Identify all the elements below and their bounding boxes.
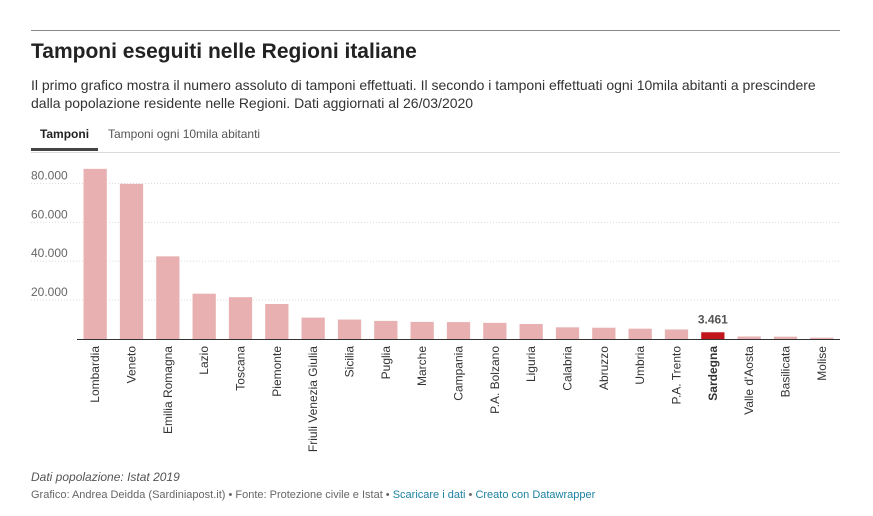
- bar-campania: [446, 322, 471, 339]
- y-tick-label: 40.000: [31, 246, 68, 260]
- x-tick-label: Campania: [452, 346, 466, 401]
- download-data-link[interactable]: Scaricare i dati: [392, 489, 466, 501]
- bar-emilia-romagna: [156, 256, 180, 339]
- highlight-value-label: 3.461: [698, 312, 728, 326]
- bar-calabria: [555, 327, 580, 339]
- x-tick-label: Liguria: [524, 346, 538, 382]
- bar-molise: [810, 337, 834, 339]
- x-tick-label: Basilicata: [779, 346, 793, 398]
- bar-sardegna: [701, 332, 725, 339]
- bar-toscana: [228, 297, 253, 339]
- bar-veneto: [119, 183, 144, 339]
- tab-tamponi-10mila[interactable]: Tamponi ogni 10mila abitanti: [108, 127, 261, 141]
- x-tick-label: Emilia Romagna: [161, 346, 175, 434]
- bar-p-a-trento: [664, 329, 689, 339]
- x-tick-label: Calabria: [561, 346, 575, 391]
- chart-subtitle: Il primo grafico mostra il numero assolu…: [31, 77, 816, 111]
- x-tick-label: Umbria: [633, 346, 647, 385]
- credit-separator: •: [465, 489, 476, 501]
- x-tick-label: Sicilia: [343, 346, 357, 378]
- bar-umbria: [628, 328, 652, 339]
- y-tick-label: 80.000: [31, 168, 68, 182]
- x-tick-label: Lombardia: [88, 346, 102, 403]
- x-tick-label: Lazio: [197, 346, 211, 375]
- x-tick-label: Abruzzo: [597, 346, 611, 390]
- x-tick-label: Puglia: [379, 346, 393, 380]
- footer-credit: Grafico: Andrea Deidda (Sardiniapost.it)…: [31, 489, 595, 501]
- x-tick-label: Sardegna: [706, 346, 720, 401]
- bar-abruzzo: [592, 327, 616, 339]
- population-note: Dati popolazione: Istat 2019: [31, 470, 180, 484]
- bar-lazio: [192, 293, 216, 339]
- x-tick-label: Veneto: [125, 346, 139, 384]
- y-tick-label: 20.000: [31, 285, 68, 299]
- x-tick-label: Toscana: [234, 346, 248, 391]
- bar-piemonte: [265, 304, 289, 339]
- x-tick-label: Piemonte: [270, 346, 284, 397]
- top-rule: [31, 30, 840, 31]
- x-tick-label: P.A. Trento: [670, 346, 684, 405]
- bar-p-a-bolzano: [483, 322, 507, 339]
- bar-puglia: [374, 320, 398, 339]
- bar-valle-d-aosta: [737, 336, 761, 339]
- bar-liguria: [519, 324, 543, 339]
- tab-bar: Tamponi Tamponi ogni 10mila abitanti: [31, 122, 840, 153]
- datawrapper-link[interactable]: Creato con Datawrapper: [475, 489, 596, 501]
- chart-title: Tamponi eseguiti nelle Regioni italiane: [31, 40, 417, 63]
- x-tick-label: Marche: [415, 346, 429, 386]
- bar-basilicata: [773, 336, 798, 339]
- x-tick-label: Valle d'Aosta: [742, 346, 756, 415]
- credit-text: Grafico: Andrea Deidda (Sardiniapost.it)…: [31, 489, 393, 501]
- bar-chart: 20.000 40.000 60.000 80.000 Lombardia Veneto E…: [31, 168, 840, 452]
- bar-lombardia: [83, 168, 107, 339]
- bar-friuli-venezia-giulia: [301, 317, 325, 339]
- bar-sicilia: [337, 319, 362, 339]
- y-tick-label: 60.000: [31, 207, 68, 221]
- tab-tamponi[interactable]: Tamponi: [31, 122, 98, 151]
- bar-marche: [410, 321, 434, 339]
- x-tick-label: Friuli Venezia Giulia: [306, 346, 320, 452]
- x-tick-label: P.A. Bolzano: [488, 346, 502, 414]
- x-tick-label: Molise: [815, 346, 829, 381]
